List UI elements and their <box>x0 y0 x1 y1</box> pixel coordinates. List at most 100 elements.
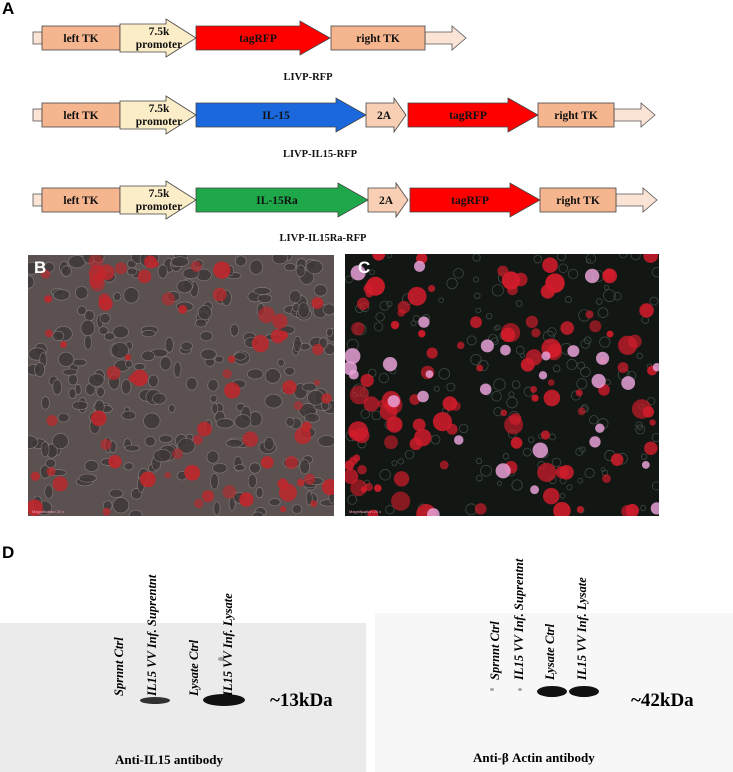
cell-outline <box>446 382 456 392</box>
cell <box>271 255 288 265</box>
cell-outline <box>373 322 384 332</box>
cell-outline <box>506 396 518 409</box>
band-il15-lysate-faint <box>218 657 224 661</box>
rfp-cell <box>610 453 624 466</box>
cell <box>121 410 137 421</box>
cell-outline <box>474 292 481 300</box>
rfp-cell <box>260 456 274 469</box>
rfp-cell <box>560 321 575 335</box>
rfp-cell <box>360 373 374 388</box>
panel-a-label: A <box>2 0 15 18</box>
segment-label: promoter <box>136 201 182 213</box>
band-il15-lysate <box>203 694 245 706</box>
rfp-cell <box>242 431 259 448</box>
cell <box>113 291 122 302</box>
rfp-cell <box>144 255 158 269</box>
rfp-cell <box>627 334 642 349</box>
panel-b-label: B <box>34 258 47 277</box>
bright-cell <box>345 361 357 376</box>
rfp-cell <box>531 394 539 402</box>
cell <box>168 404 176 413</box>
cell-outline <box>379 469 391 481</box>
bright-cell <box>387 395 400 408</box>
bright-cell <box>595 351 610 365</box>
rfp-cell <box>98 296 113 311</box>
segment-label: 7.5k <box>149 188 170 200</box>
bright-cell <box>414 260 426 272</box>
tail-arrow <box>615 187 658 213</box>
rfp-cell <box>164 471 171 479</box>
cell <box>176 279 193 294</box>
cell-outline <box>600 467 606 472</box>
rfp-cell <box>510 437 523 449</box>
rfp-cell <box>553 501 571 516</box>
rfp-cell <box>227 355 236 363</box>
rfp-cell <box>367 509 379 516</box>
band-actin-lysate-inf <box>569 686 599 697</box>
rfp-cell <box>321 393 332 404</box>
cell <box>62 368 78 376</box>
segment-tk <box>41 187 121 213</box>
rfp-cell <box>45 329 53 338</box>
cell <box>129 509 143 516</box>
rfp-cell <box>509 412 522 425</box>
rfp-cell <box>545 273 565 293</box>
cell-outline <box>522 447 532 457</box>
rfp-cell <box>272 313 288 329</box>
cell <box>28 275 35 289</box>
cell-outline <box>508 391 515 398</box>
cell <box>285 417 295 427</box>
rfp-cell <box>131 369 149 387</box>
segment-il15 <box>195 97 367 133</box>
cell-outline <box>603 284 610 290</box>
rfp-cell <box>470 316 482 329</box>
micrograph-b-caption: Magnification 20 x <box>32 509 65 514</box>
cell-outline <box>641 453 648 460</box>
rfp-cell <box>350 479 367 497</box>
cell-outline <box>556 254 567 262</box>
rfp-cell <box>386 416 403 433</box>
cell-outline <box>566 484 573 491</box>
cell <box>235 255 247 267</box>
antibody-label-il15: Anti-IL15 antibody <box>115 752 223 767</box>
rfp-cell <box>172 448 183 460</box>
cell <box>195 318 207 328</box>
rfp-cell <box>194 498 204 509</box>
bright-cell <box>425 370 434 378</box>
cell <box>112 325 129 339</box>
segment-promoter <box>119 180 197 220</box>
rfp-cell <box>542 257 558 273</box>
cell <box>123 287 140 304</box>
cell <box>52 433 69 450</box>
rfp-cell <box>98 264 115 281</box>
rfp-cell <box>46 467 56 477</box>
micrograph-c: Magnification 20 x <box>345 254 659 516</box>
cell <box>141 329 156 338</box>
rfp-cell <box>213 261 231 279</box>
rfp-cell <box>44 295 53 303</box>
cell-outline <box>385 505 395 515</box>
rfp-cell <box>373 484 382 493</box>
western-blot-il15 <box>0 623 366 772</box>
rfp-cell <box>384 435 398 450</box>
bright-cell <box>541 351 551 361</box>
micrograph-c-caption: Magnification 20 x <box>349 509 382 514</box>
rfp-cell <box>537 462 557 482</box>
cell-outline <box>369 269 375 276</box>
rfp-cell <box>293 400 303 411</box>
cell <box>249 462 261 474</box>
bright-cell <box>495 463 511 479</box>
cell <box>252 511 264 516</box>
segment-label: right TK <box>554 110 598 122</box>
size-marker-13kda: ~13kDa <box>270 690 333 711</box>
rfp-cell <box>60 341 67 348</box>
cell <box>322 303 334 316</box>
cell-outline <box>558 263 568 274</box>
cell-outline <box>475 458 483 465</box>
rfp-cell <box>28 499 43 516</box>
cell <box>257 294 273 303</box>
bright-cell <box>418 316 430 328</box>
cell-outline <box>433 385 440 392</box>
segment-tk <box>537 102 615 128</box>
